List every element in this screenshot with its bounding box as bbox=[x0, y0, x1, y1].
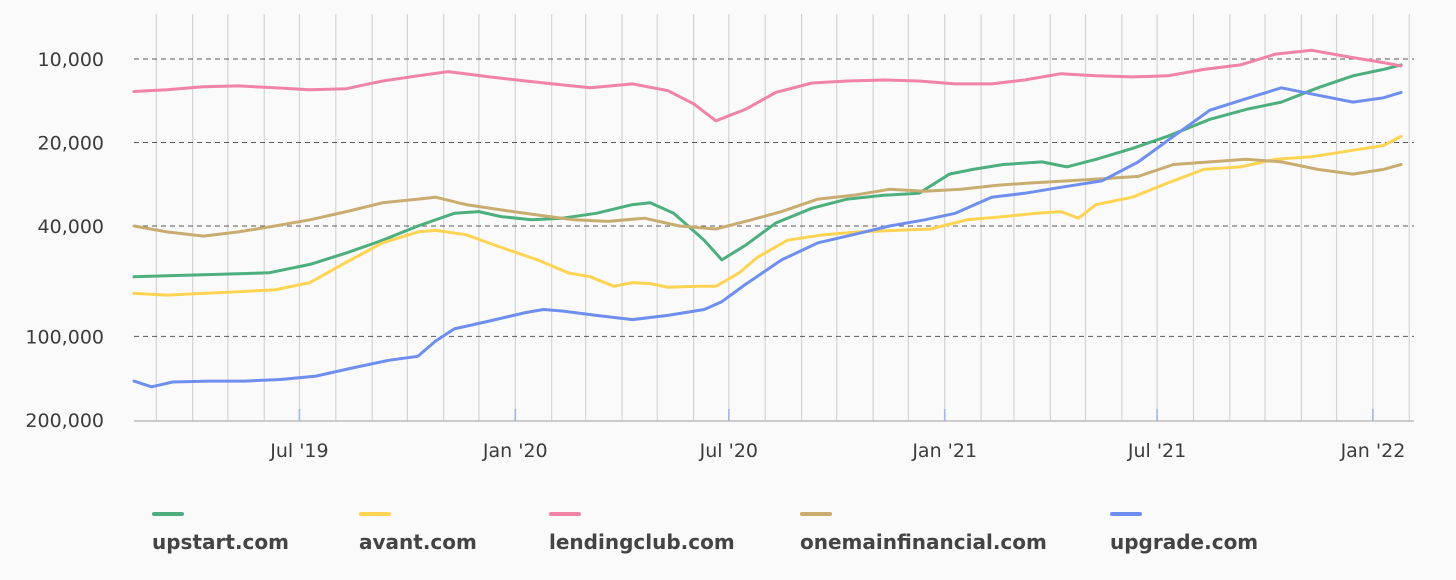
x-tick-label: Jan '22 bbox=[1340, 440, 1406, 462]
horizontal-gridlines bbox=[134, 58, 1414, 337]
legend-label-lendingclub: lendingclub.com bbox=[549, 530, 735, 554]
y-tick-label: 40,000 bbox=[38, 216, 104, 238]
vertical-gridlines bbox=[155, 14, 1410, 421]
y-tick-label: 100,000 bbox=[25, 326, 104, 348]
series-line-lendingclub[interactable] bbox=[132, 48, 1403, 123]
legend: upstart.com avant.com lendingclub.com on… bbox=[0, 508, 1456, 568]
y-tick-label: 200,000 bbox=[25, 410, 104, 432]
x-tick-label: Jul '21 bbox=[1127, 440, 1186, 462]
x-tick-label: Jul '20 bbox=[699, 440, 758, 462]
legend-swatch-upstart bbox=[152, 512, 184, 516]
series-line-upgrade[interactable] bbox=[132, 86, 1403, 389]
y-axis-tick-labels: 10,000 20,000 40,000 100,000 200,000 bbox=[25, 49, 104, 432]
legend-item-upstart[interactable]: upstart.com bbox=[152, 508, 289, 554]
x-axis-tick-labels: Jul '19 Jan '20 Jul '20 Jan '21 Jul '21 Jan '… bbox=[269, 409, 1405, 462]
x-tick-label: Jan '20 bbox=[482, 440, 548, 462]
legend-item-upgrade[interactable]: upgrade.com bbox=[1110, 508, 1258, 554]
y-tick-label: 20,000 bbox=[38, 133, 104, 155]
legend-item-lendingclub[interactable]: lendingclub.com bbox=[549, 508, 735, 554]
legend-swatch-avant bbox=[359, 512, 391, 516]
legend-label-upgrade: upgrade.com bbox=[1110, 530, 1259, 554]
legend-label-avant: avant.com bbox=[359, 530, 477, 554]
series-lines bbox=[132, 48, 1403, 389]
legend-label-onemainfinancial: onemainfinancial.com bbox=[800, 530, 1047, 554]
y-tick-label: 10,000 bbox=[38, 49, 104, 71]
series-line-onemainfinancial[interactable] bbox=[132, 157, 1403, 238]
legend-label-upstart: upstart.com bbox=[152, 530, 289, 554]
x-tick-label: Jan '21 bbox=[911, 440, 977, 462]
legend-item-avant[interactable]: avant.com bbox=[359, 508, 477, 554]
series-line-avant[interactable] bbox=[132, 134, 1403, 297]
legend-swatch-lendingclub bbox=[549, 512, 581, 516]
legend-swatch-onemainfinancial bbox=[800, 512, 832, 516]
legend-item-onemainfinancial[interactable]: onemainfinancial.com bbox=[800, 508, 1047, 554]
legend-swatch-upgrade bbox=[1110, 512, 1142, 516]
line-chart: 10,000 20,000 40,000 100,000 200,000 Jul '19… bbox=[25, 14, 1414, 462]
x-tick-label: Jul '19 bbox=[269, 440, 328, 462]
